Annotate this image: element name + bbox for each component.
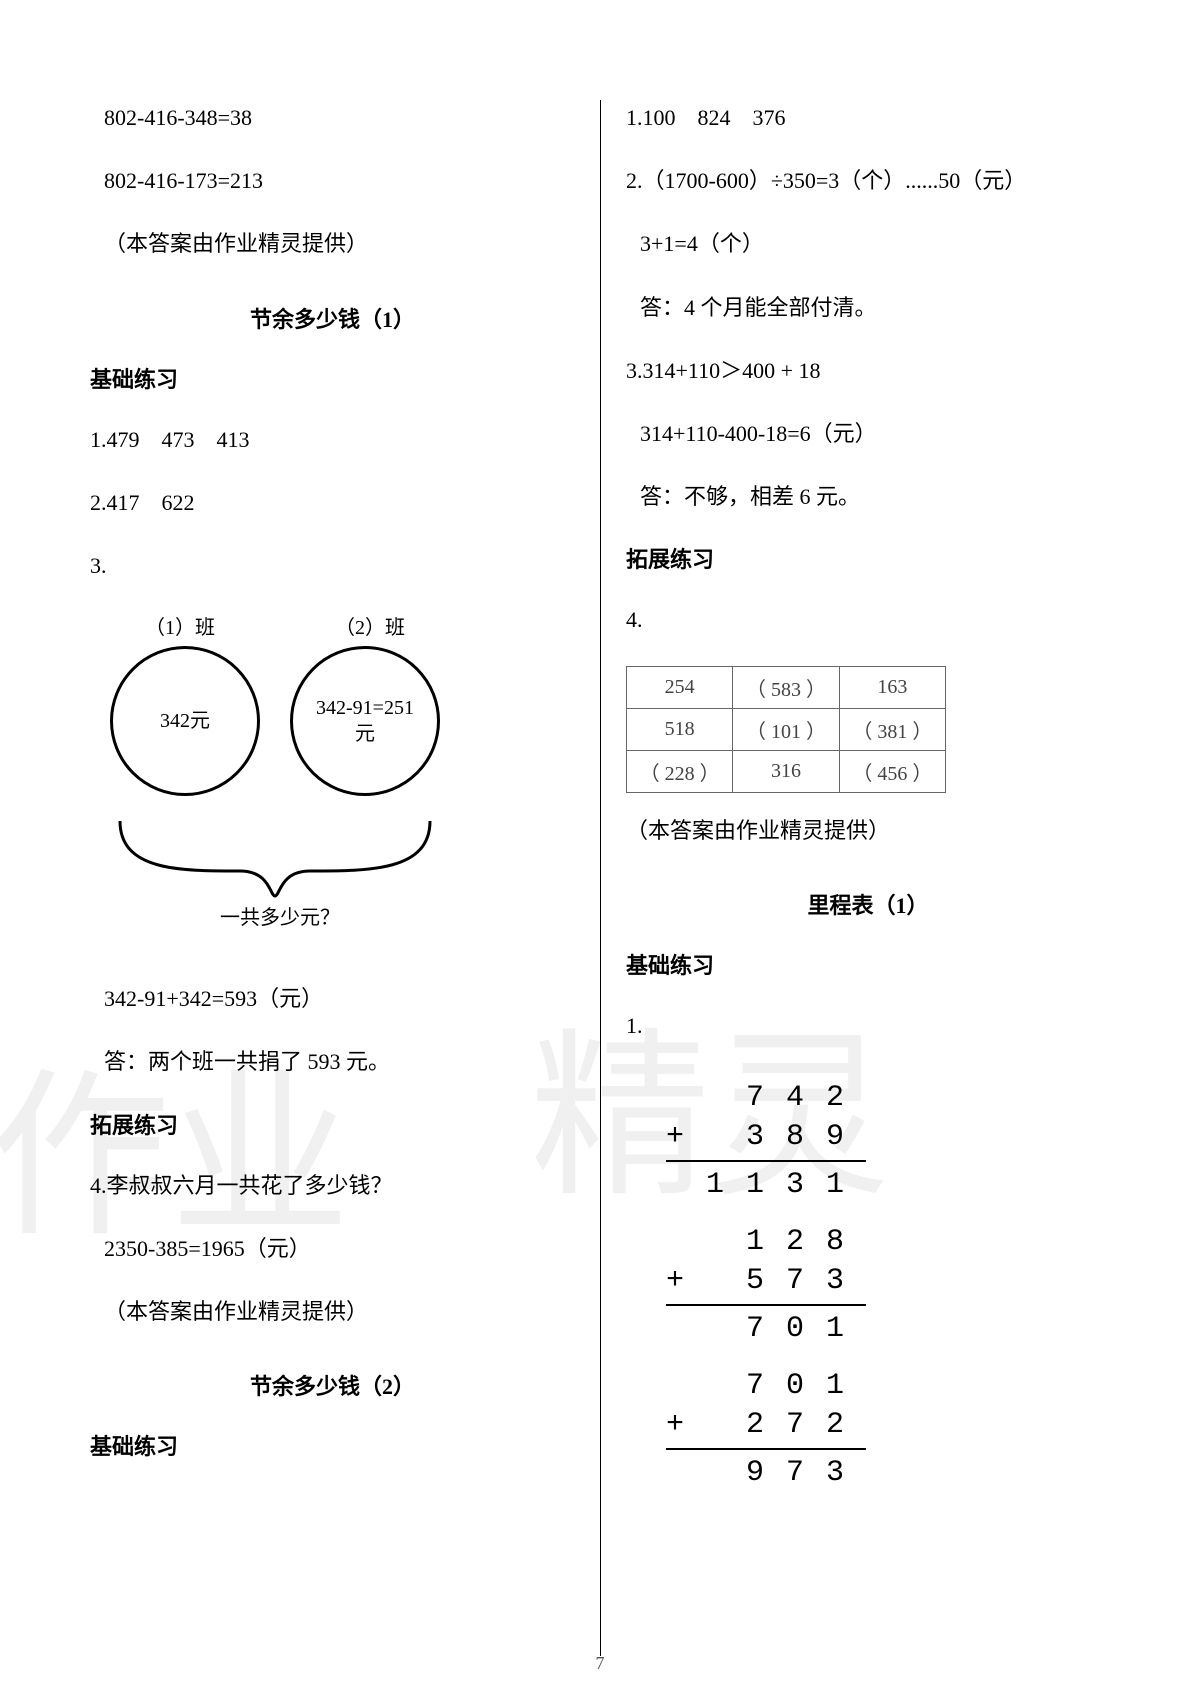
addend: 742 <box>666 1079 866 1118</box>
addend: + 389 <box>666 1118 866 1157</box>
section-heading: 节余多少钱（2） <box>90 1369 575 1401</box>
section-heading: 里程表（1） <box>626 888 1110 920</box>
table-cell: （ 583 ） <box>733 666 839 708</box>
equation: 2.（1700-600）÷350=3（个）......50（元） <box>626 163 1110 198</box>
right-column: 1.100 824 376 2.（1700-600）÷350=3（个）.....… <box>600 100 1130 1656</box>
answer-line: 2.417 622 <box>90 485 575 520</box>
equation: 802-416-173=213 <box>90 163 575 198</box>
equation: 802-416-348=38 <box>90 100 575 135</box>
sum-line <box>666 1447 866 1450</box>
addend: + 272 <box>666 1406 866 1445</box>
circle-2-line-b: 元 <box>355 723 375 745</box>
table-cell: 518 <box>627 708 733 750</box>
table-row: 518 （ 101 ） （ 381 ） <box>627 708 946 750</box>
addend: 701 <box>666 1367 866 1406</box>
credit: （本答案由作业精灵提供） <box>90 1294 575 1329</box>
credit: （本答案由作业精灵提供） <box>90 226 575 261</box>
sum-line <box>666 1159 866 1162</box>
vertical-addition: 742 + 389 1131 <box>666 1079 866 1205</box>
subsection-heading: 基础练习 <box>90 362 575 394</box>
answer-sentence: 答：不够，相差 6 元。 <box>626 479 1110 514</box>
addend: + 573 <box>666 1262 866 1301</box>
class-label-1: （1）班 <box>145 611 215 640</box>
table-cell: （ 456 ） <box>839 750 945 792</box>
equation: 3.314+110＞400 + 18 <box>626 353 1110 388</box>
subsection-heading: 基础练习 <box>626 948 1110 980</box>
table-row: 254 （ 583 ） 163 <box>627 666 946 708</box>
sum: 701 <box>666 1310 866 1349</box>
question-line: 4.李叔叔六月一共花了多少钱？ <box>90 1168 575 1203</box>
addition-group: 742 + 389 1131 <box>626 1071 1110 1215</box>
equation: 2350-385=1965（元） <box>90 1231 575 1266</box>
answer-line: 3. <box>90 548 575 583</box>
table-cell: （ 101 ） <box>733 708 839 750</box>
page-number: 7 <box>0 1653 1200 1674</box>
table-cell: 316 <box>733 750 839 792</box>
answer-line: 4. <box>626 602 1110 637</box>
subsection-heading: 基础练习 <box>90 1429 575 1461</box>
addition-group: 128 + 573 701 701 + 272 973 <box>626 1215 1110 1503</box>
answer-line: 1. <box>626 1008 1110 1043</box>
vertical-addition: 701 + 272 973 <box>666 1367 866 1493</box>
section-heading: 节余多少钱（1） <box>90 302 575 334</box>
credit: （本答案由作业精灵提供） <box>626 813 1110 848</box>
equation: 3+1=4（个） <box>626 226 1110 261</box>
sum: 1131 <box>666 1166 866 1205</box>
equation: 314+110-400-18=6（元） <box>626 416 1110 451</box>
table-cell: 254 <box>627 666 733 708</box>
table-cell: （ 381 ） <box>839 708 945 750</box>
subsection-heading: 拓展练习 <box>626 542 1110 574</box>
addend: 128 <box>666 1223 866 1262</box>
circle-2-line-a: 342-91=251 <box>316 697 414 719</box>
subsection-heading: 拓展练习 <box>90 1108 575 1140</box>
answer-table: 254 （ 583 ） 163 518 （ 101 ） （ 381 ） （ 22… <box>626 666 946 793</box>
equation: 342-91+342=593（元） <box>90 981 575 1016</box>
circle-diagram: （1）班 （2）班 342元 342-91=251 元 一共多少元？ <box>90 611 460 971</box>
answer-sentence: 答：4 个月能全部付清。 <box>626 290 1110 325</box>
table-cell: （ 228 ） <box>627 750 733 792</box>
page: 802-416-348=38 802-416-173=213 （本答案由作业精灵… <box>0 0 1200 1696</box>
answer-line: 1.479 473 413 <box>90 422 575 457</box>
class-label-2: （2）班 <box>335 611 405 640</box>
answer-sentence: 答：两个班一共捐了 593 元。 <box>90 1044 575 1079</box>
table-row: （ 228 ） 316 （ 456 ） <box>627 750 946 792</box>
circle-1: 342元 <box>110 646 260 796</box>
answer-line: 1.100 824 376 <box>626 100 1110 135</box>
total-label: 一共多少元？ <box>220 901 340 930</box>
left-column: 802-416-348=38 802-416-173=213 （本答案由作业精灵… <box>70 100 600 1656</box>
sum-line <box>666 1303 866 1306</box>
table-cell: 163 <box>839 666 945 708</box>
sum: 973 <box>666 1454 866 1493</box>
vertical-addition: 128 + 573 701 <box>666 1223 866 1349</box>
circle-2: 342-91=251 元 <box>290 646 440 796</box>
